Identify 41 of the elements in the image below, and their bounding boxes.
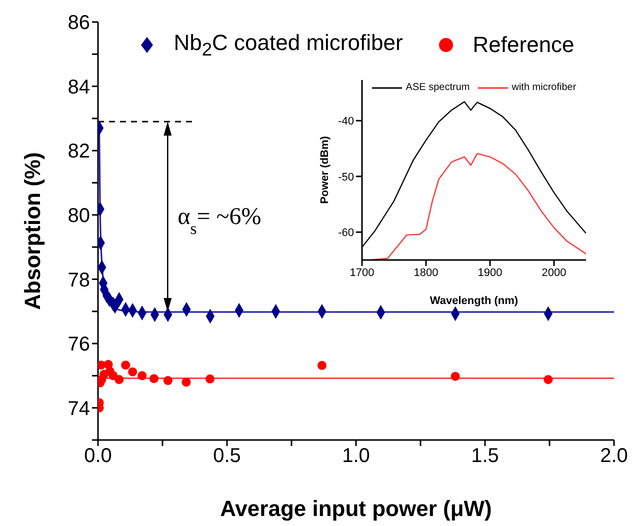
point — [182, 378, 191, 387]
point — [544, 375, 553, 384]
point — [114, 375, 124, 384]
point — [163, 376, 172, 386]
point — [317, 360, 326, 370]
y-tick-label: 82 — [68, 140, 90, 163]
y-axis-title: Power (dBm) — [318, 136, 331, 204]
annotation: α$_{s}$= ~6% — [178, 204, 262, 238]
x-tick-label: 1900 — [478, 266, 502, 279]
y-tick-label: 74 — [68, 398, 90, 420]
point — [138, 371, 147, 380]
x-axis-title: Wavelength (nm) — [430, 295, 518, 307]
x-tick-label: 2000 — [542, 266, 566, 279]
y-tick-label: -60 — [338, 227, 354, 240]
x-tick-label: 0.0 — [84, 445, 112, 468]
point — [149, 374, 158, 384]
y-tick-label: 76 — [68, 334, 90, 356]
y-tick-label: 84 — [68, 76, 90, 98]
x-axis-title: Average input power (μW) — [220, 496, 492, 521]
y-tick-label: 78 — [68, 269, 90, 292]
x-tick-label: 0.5 — [213, 445, 241, 468]
y-tick-label: 80 — [68, 205, 90, 228]
x-tick-label: 1.5 — [471, 445, 499, 468]
y-tick-label: 86 — [68, 12, 90, 34]
point — [98, 360, 106, 370]
y-axis-title: Absorption (%) — [20, 152, 45, 310]
legend-label: with microfiber — [512, 82, 576, 93]
x-tick-label: 1700 — [350, 266, 374, 279]
point — [128, 367, 138, 376]
x-tick-label: 2.0 — [600, 445, 628, 468]
y-tick-label: -50 — [338, 171, 354, 184]
point — [121, 360, 130, 370]
x-tick-label: 1800 — [414, 266, 438, 279]
x-tick-label: 1.0 — [342, 445, 370, 468]
legend-label: ASE spectrum — [406, 82, 470, 93]
y-tick-label: -40 — [338, 116, 354, 128]
legend-label: Reference — [472, 32, 574, 58]
line-series — [370, 152, 586, 260]
point — [450, 372, 460, 381]
point — [205, 374, 214, 384]
legend-label: Nb$_{2}$C coated microfiber — [174, 30, 403, 60]
